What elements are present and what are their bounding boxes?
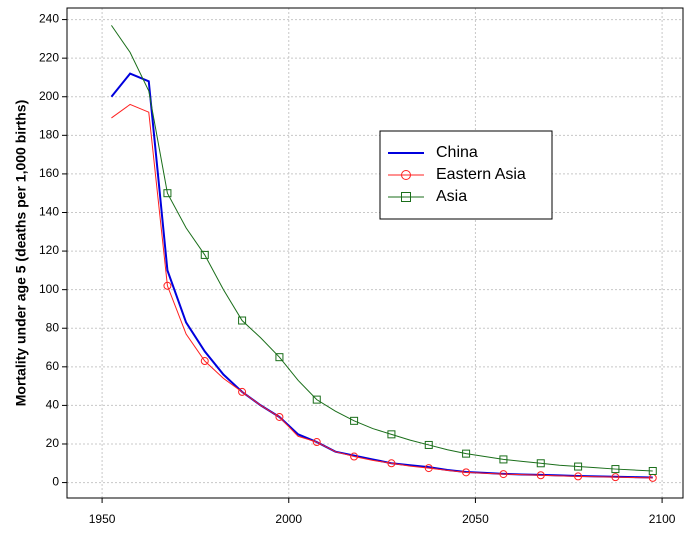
marker (387, 430, 396, 439)
marker (200, 250, 209, 259)
marker (611, 473, 620, 482)
legend-marker (401, 170, 411, 180)
marker (462, 449, 471, 458)
marker (462, 468, 471, 477)
y-tick-label: 220 (39, 50, 59, 64)
marker (574, 462, 583, 471)
y-tick-label: 80 (46, 320, 60, 334)
marker (499, 455, 508, 464)
y-tick-label: 40 (46, 398, 60, 412)
y-tick-label: 200 (39, 89, 59, 103)
marker (312, 395, 321, 404)
marker (424, 464, 433, 473)
marker (574, 472, 583, 481)
marker (238, 387, 247, 396)
y-tick-label: 140 (39, 205, 59, 219)
marker (200, 357, 209, 366)
marker (275, 412, 284, 421)
x-tick-label: 1950 (89, 512, 116, 526)
y-tick-label: 180 (39, 127, 59, 141)
marker (350, 416, 359, 425)
marker (536, 459, 545, 468)
y-tick-label: 120 (39, 243, 59, 257)
legend-label: Eastern Asia (436, 166, 526, 183)
y-tick-label: 0 (52, 475, 59, 489)
series-line (111, 25, 653, 472)
marker (648, 466, 657, 475)
marker (611, 465, 620, 474)
marker (387, 459, 396, 468)
x-tick-label: 2000 (275, 512, 302, 526)
marker (238, 316, 247, 325)
y-axis-label: Mortality under age 5 (deaths per 1,000 … (13, 100, 29, 407)
marker (163, 189, 172, 198)
marker (275, 353, 284, 362)
legend-marker (401, 192, 411, 202)
marker (536, 471, 545, 480)
marker (163, 281, 172, 290)
marker (499, 470, 508, 479)
plot-frame (66, 7, 684, 499)
legend-label: Asia (436, 188, 467, 205)
x-tick-label: 2050 (462, 512, 489, 526)
marker (312, 438, 321, 447)
y-tick-label: 60 (46, 359, 60, 373)
y-tick-label: 160 (39, 166, 59, 180)
y-tick-label: 20 (46, 436, 60, 450)
y-tick-label: 240 (39, 12, 59, 26)
series-line (111, 103, 653, 479)
x-tick-label: 2100 (649, 512, 676, 526)
marker (424, 440, 433, 449)
legend-label: China (436, 144, 478, 161)
y-tick-label: 100 (39, 282, 59, 296)
marker (350, 452, 359, 461)
